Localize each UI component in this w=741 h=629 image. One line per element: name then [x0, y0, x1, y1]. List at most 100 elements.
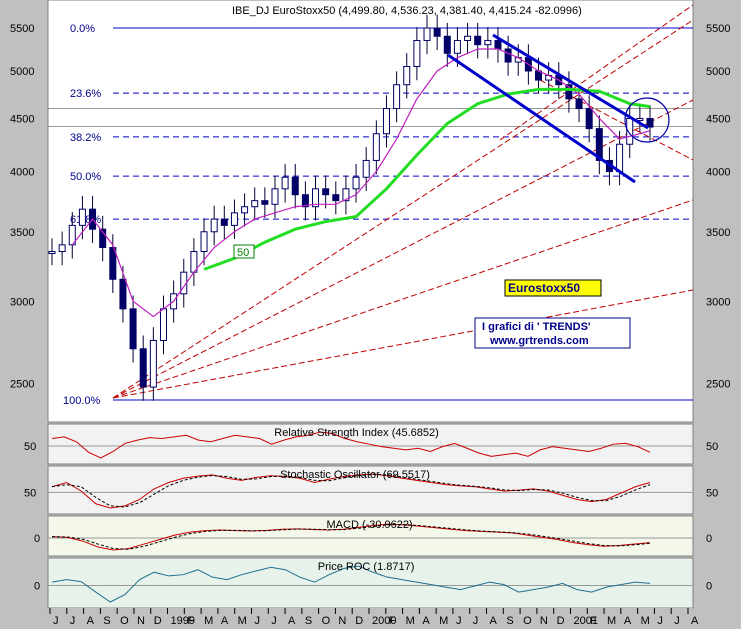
x-tick-label: M	[238, 615, 247, 627]
x-tick-label: A	[422, 615, 430, 627]
indicator-tick-right: 0	[706, 533, 712, 545]
y-tick-left: 4500	[10, 113, 34, 125]
price-bar	[595, 128, 603, 161]
price-bar	[200, 231, 208, 253]
fib-label: 100.0%	[63, 395, 101, 407]
y-tick-left: 2500	[10, 378, 34, 390]
price-bar	[58, 244, 66, 253]
indicator-signal-line	[51, 473, 651, 508]
indicator-tick-left: 0	[34, 581, 40, 593]
x-axis-bar	[48, 608, 693, 629]
x-tick-label: S	[103, 615, 110, 627]
price-bar	[241, 206, 249, 214]
price-bar	[403, 65, 411, 86]
price-bar	[443, 35, 451, 54]
price-bar	[149, 340, 157, 388]
x-tick-label: J	[456, 615, 462, 627]
fan-line-3	[112, 199, 694, 399]
price-bar	[616, 143, 624, 173]
x-tick-label: J	[657, 615, 663, 627]
price-bar	[636, 117, 644, 121]
banner-text: Eurostoxx50	[508, 281, 580, 295]
x-tick-label: A	[490, 615, 498, 627]
y-tick-right: 4000	[706, 167, 730, 179]
fib-label: 50.0%	[70, 171, 101, 183]
y-tick-right: 4500	[706, 113, 730, 125]
x-tick-label: N	[137, 615, 145, 627]
price-bar	[372, 133, 380, 161]
price-bar	[382, 108, 390, 135]
price-bar	[251, 200, 259, 208]
price-bar	[332, 194, 340, 202]
price-bar	[646, 117, 654, 128]
indicator-panels: Relative Strength Index (45.6852) 50 50 Sto…	[24, 423, 718, 609]
x-tick-label: D	[355, 615, 363, 627]
x-tick-label: M	[439, 615, 448, 627]
credit-box	[474, 317, 631, 349]
price-bar	[109, 247, 117, 280]
banner-box	[504, 279, 602, 297]
ma50-label: 50	[237, 247, 249, 259]
price-bar	[291, 176, 299, 196]
y-tick-left: 3500	[10, 227, 34, 239]
price-bar	[119, 278, 127, 310]
indicator-tick-left: 0	[34, 533, 40, 545]
x-tick-label: A	[221, 615, 229, 627]
indicator-line	[51, 473, 651, 509]
indicator-tick-right: 50	[706, 487, 718, 499]
x-tick-label: J	[254, 615, 260, 627]
price-bar	[474, 35, 482, 46]
x-tick-label: F	[187, 615, 194, 627]
fan-line-4	[112, 289, 694, 399]
trend-channel	[447, 33, 649, 184]
x-tick-label: J	[473, 615, 479, 627]
highlight-circle	[624, 97, 670, 143]
fib-label: 38.2%	[70, 132, 101, 144]
x-tick-label: 2001	[573, 615, 597, 627]
indicator-tick-left: 50	[24, 441, 36, 453]
price-bars	[48, 14, 654, 401]
price-bar	[413, 39, 421, 67]
x-tick-label: S	[506, 615, 513, 627]
fib-label: 23.6%	[70, 88, 101, 100]
price-bar	[322, 188, 330, 196]
x-tick-label: 2000	[372, 615, 396, 627]
price-bar	[352, 176, 360, 190]
fan-line-5	[499, 4, 694, 141]
x-tick-label: A	[691, 615, 699, 627]
chart-title: IBE_DJ EuroStoxx50 (4,499.80, 4,536.23, …	[232, 5, 582, 17]
price-bar	[301, 194, 309, 208]
indicator-label: Price ROC (1.8717)	[318, 561, 415, 573]
price-bar	[281, 176, 289, 190]
y-tick-left: 4000	[10, 167, 34, 179]
indicator-tick-right: 50	[706, 441, 718, 453]
fan-line-1	[112, 19, 694, 399]
channel-upper	[492, 33, 649, 130]
x-tick-label: J	[53, 615, 59, 627]
x-tick-label: A	[87, 615, 95, 627]
indicator-label: MACD (-30.9622)	[327, 519, 413, 531]
credit-line-1: I grafici di ' TRENDS'	[482, 321, 591, 333]
price-bar	[230, 212, 238, 226]
price-bar	[585, 108, 593, 130]
price-bar	[48, 251, 56, 255]
y-tick-right: 2500	[706, 378, 730, 390]
x-tick-label: F	[389, 615, 396, 627]
indicator-label: Stochastic Oscillator (69.5517)	[280, 469, 430, 481]
indicator-line	[51, 431, 651, 459]
x-tick-label: F	[590, 615, 597, 627]
credit-line-2: www.grtrends.com	[489, 335, 589, 347]
ma-short-line	[71, 48, 651, 318]
price-bar	[362, 159, 370, 178]
price-bar	[210, 218, 218, 233]
x-tick-label: D	[154, 615, 162, 627]
y-tick-left: 5500	[10, 23, 34, 35]
price-bar	[575, 98, 583, 110]
x-tick-label: M	[204, 615, 213, 627]
x-tick-label: A	[624, 615, 632, 627]
y-axis-right: 5500 5000 4500 4000 3500 3000 2500	[706, 23, 730, 390]
channel-lower	[447, 53, 636, 184]
indicator-label: Relative Strength Index (45.6852)	[274, 427, 439, 439]
x-tick-label: 1999	[171, 615, 195, 627]
x-tick-label: D	[557, 615, 565, 627]
